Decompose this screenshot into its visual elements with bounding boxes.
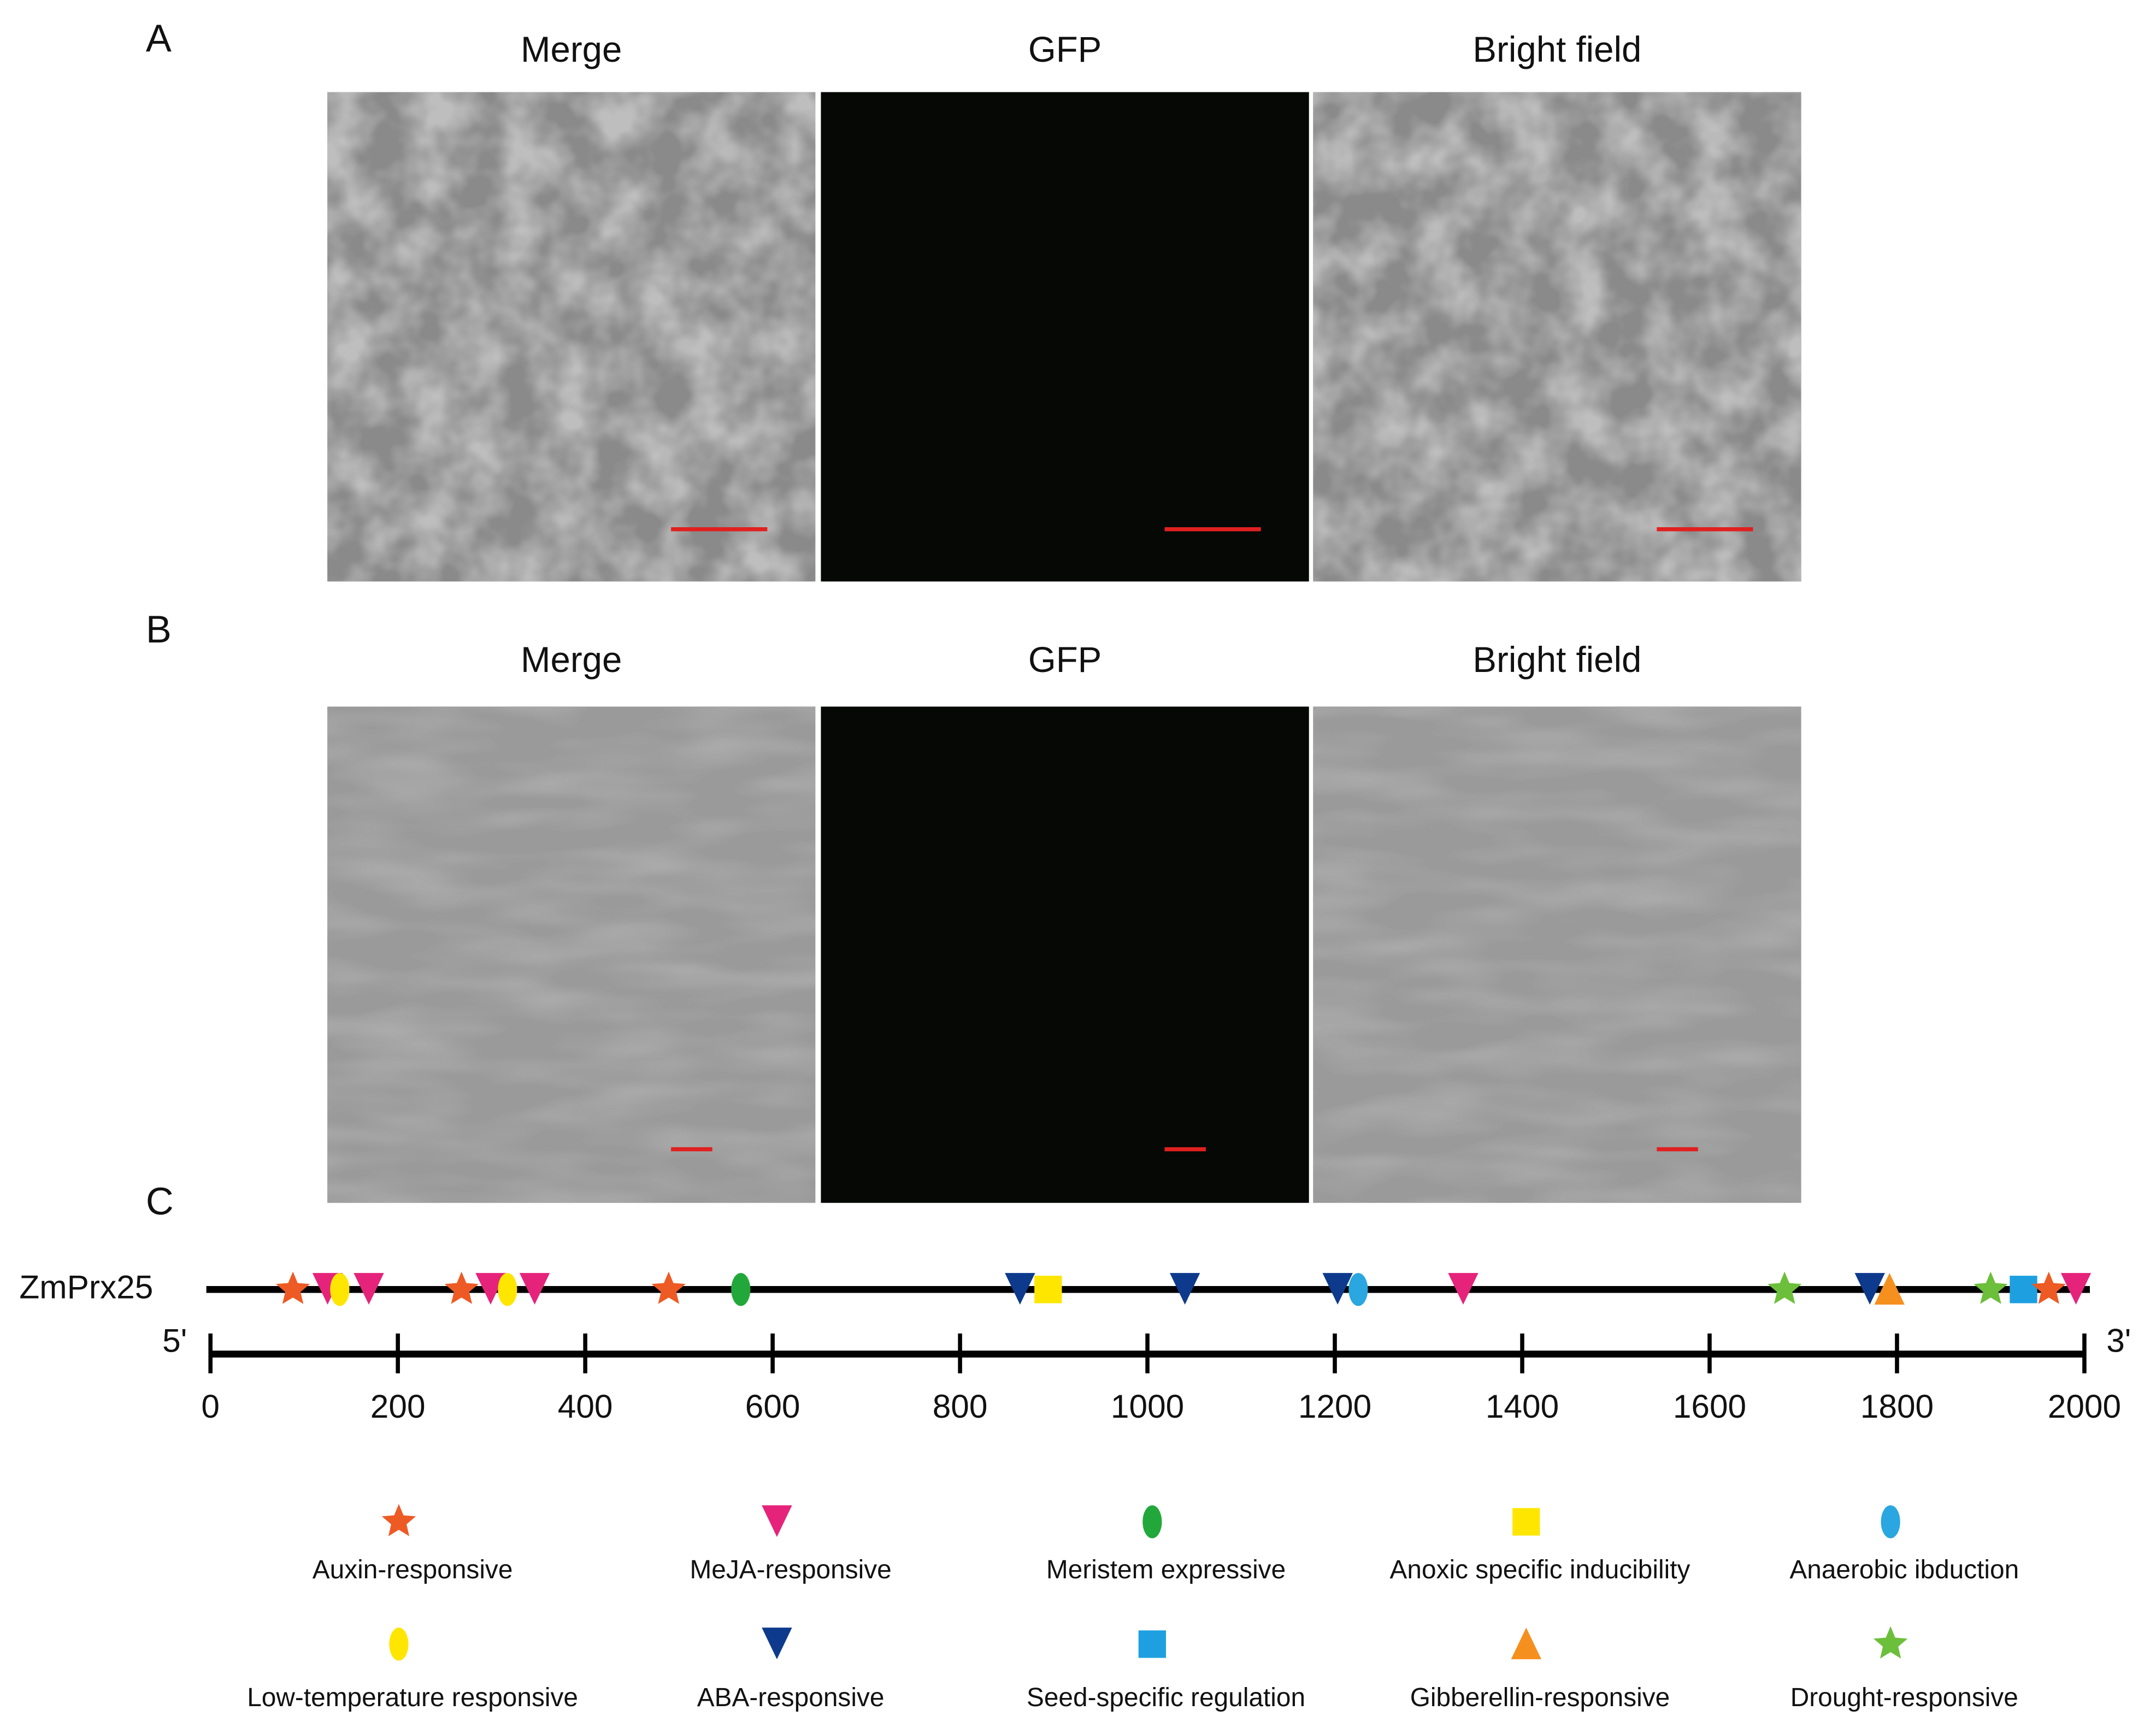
panel-label: C: [146, 1179, 174, 1223]
cis-element: [1034, 1276, 1062, 1304]
column-title: Bright field: [1472, 640, 1641, 680]
x-tick-label: 1800: [1860, 1388, 1934, 1425]
legend-marker: [1873, 1626, 1908, 1659]
column-title: Bright field: [1472, 30, 1641, 69]
gene-name: ZmPrx25: [19, 1268, 153, 1305]
legend-marker: [381, 1503, 416, 1536]
legend-label: ABA-responsive: [697, 1683, 885, 1712]
x-tick-label: 400: [558, 1388, 613, 1425]
legend-marker: [1881, 1505, 1900, 1538]
panel-label: B: [146, 608, 172, 651]
cis-element: [1854, 1273, 1885, 1305]
x-tick-label: 1600: [1673, 1388, 1746, 1425]
cis-element: [330, 1273, 350, 1306]
legend-marker: [762, 1505, 792, 1537]
cis-element: [2031, 1271, 2066, 1304]
x-tick-label: 1200: [1298, 1388, 1371, 1425]
cis-element: [354, 1273, 384, 1305]
legend-marker: [762, 1627, 792, 1660]
legend-label: Low-temperature responsive: [247, 1683, 578, 1712]
x-tick-label: 800: [933, 1388, 988, 1425]
cis-element: [2010, 1276, 2037, 1304]
cis-element: [731, 1273, 751, 1306]
x-tick-label: 1000: [1111, 1388, 1184, 1425]
gfp-signal: [821, 706, 1309, 1203]
cis-element: [1348, 1273, 1368, 1306]
cis-element: [1322, 1273, 1353, 1305]
cis-element: [1169, 1273, 1200, 1305]
legend-label: Anoxic specific inducibility: [1390, 1555, 1690, 1584]
cis-element: [1448, 1273, 1478, 1305]
legend-label: Seed-specific regulation: [1027, 1683, 1305, 1712]
cis-element: [1768, 1271, 1802, 1304]
panel-label: A: [146, 16, 172, 60]
legend-label: Anaerobic ibduction: [1789, 1555, 2019, 1584]
legend-marker: [1512, 1508, 1540, 1536]
legend-label: MeJA-responsive: [690, 1555, 891, 1584]
cis-element: [498, 1273, 517, 1306]
column-title: Merge: [521, 30, 622, 69]
legend-marker: [1138, 1630, 1167, 1658]
x-tick-label: 2000: [2048, 1388, 2121, 1425]
x-tick-label: 200: [370, 1388, 426, 1425]
legend-marker: [1142, 1505, 1162, 1538]
micrograph-texture: [1313, 92, 1801, 582]
cis-element: [2060, 1273, 2092, 1305]
x-tick-label: 0: [201, 1388, 220, 1425]
gfp-signal: [821, 92, 1309, 582]
cis-element: [651, 1271, 686, 1304]
legend-label: Meristem expressive: [1046, 1555, 1286, 1584]
gfp-signal: [327, 92, 816, 582]
column-title: Merge: [521, 640, 622, 680]
cis-element: [1874, 1273, 1905, 1305]
cis-element: [1005, 1273, 1035, 1305]
cis-element: [275, 1271, 310, 1304]
cis-element: [475, 1273, 506, 1305]
legend-marker: [389, 1627, 409, 1661]
column-title: GFP: [1028, 30, 1101, 69]
gfp-signal: [327, 706, 816, 1203]
micrograph-texture: [1313, 706, 1801, 1203]
cis-element: [1974, 1271, 2008, 1304]
cis-element: [519, 1273, 550, 1305]
legend-label: Gibberellin-responsive: [1410, 1683, 1670, 1712]
cis-element: [444, 1271, 479, 1304]
legend-label: Auxin-responsive: [313, 1555, 513, 1584]
x-tick-label: 600: [745, 1388, 800, 1425]
legend-marker: [1511, 1627, 1541, 1660]
three-prime: 3': [2106, 1322, 2131, 1359]
column-title: GFP: [1028, 640, 1101, 680]
legend-label: Drought-responsive: [1790, 1683, 2018, 1712]
x-tick-label: 1400: [1486, 1388, 1559, 1425]
five-prime: 5': [162, 1322, 187, 1359]
